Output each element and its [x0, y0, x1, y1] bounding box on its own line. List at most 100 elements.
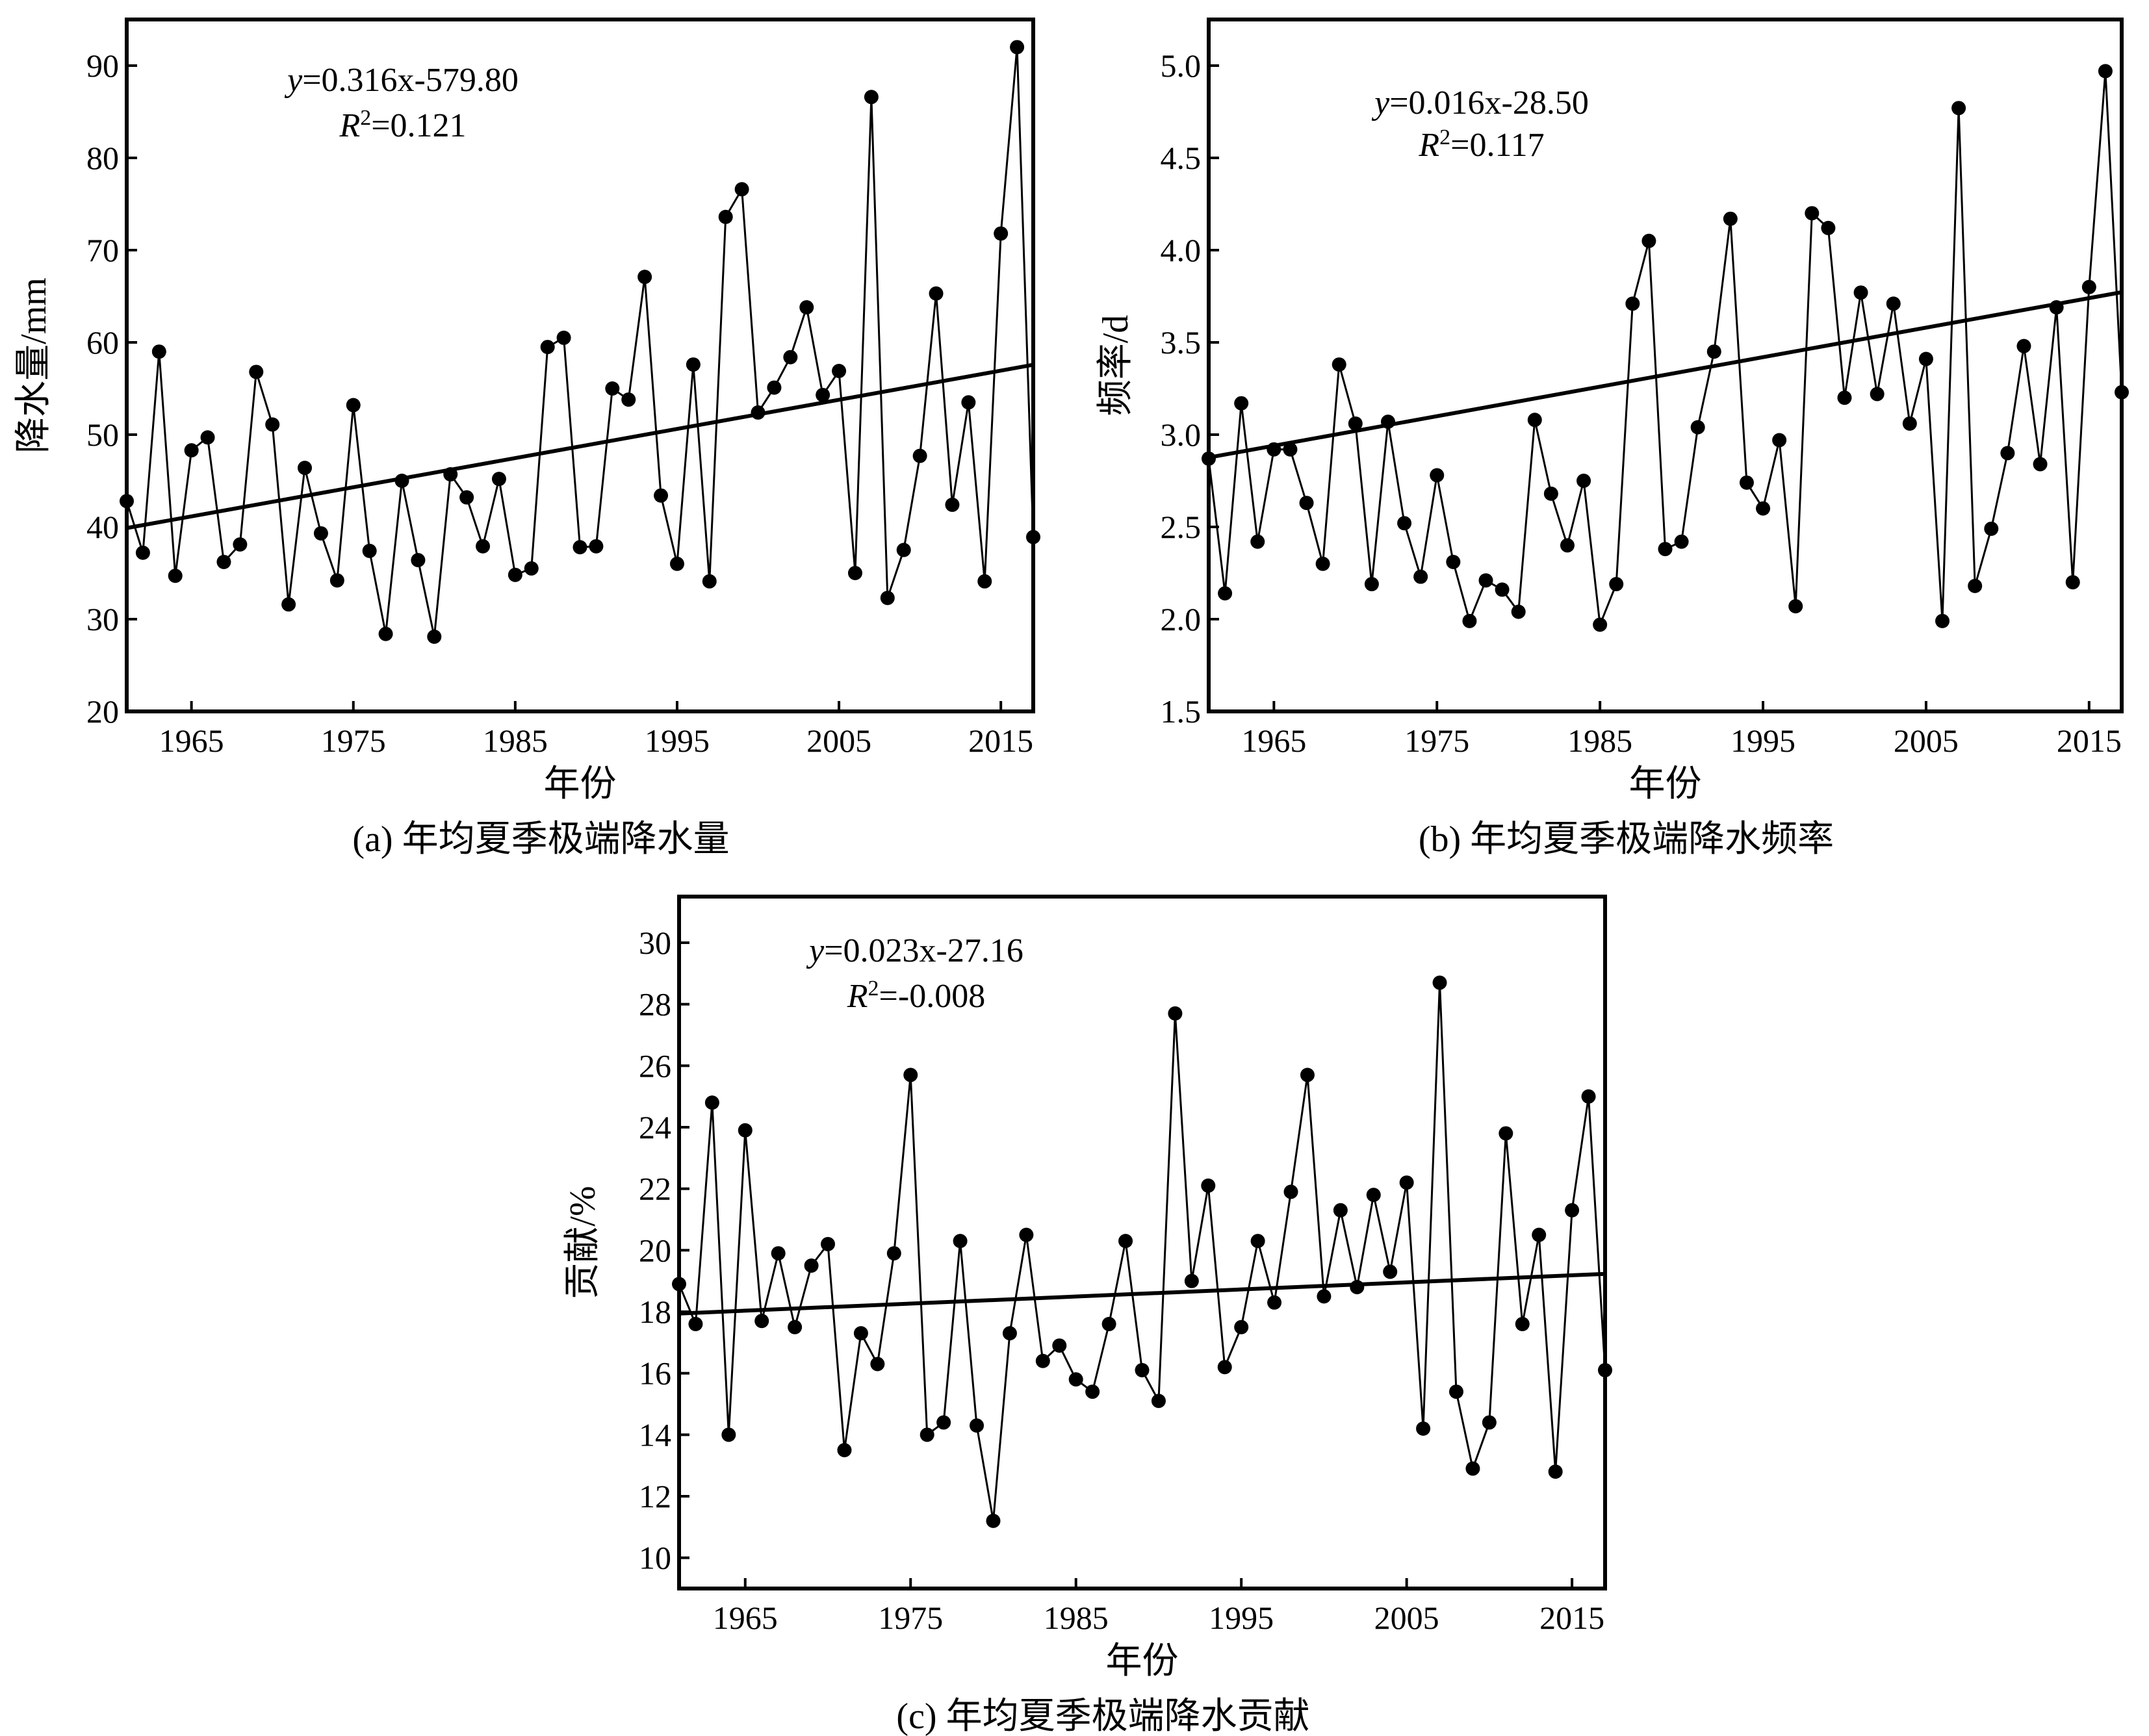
data-point — [1870, 387, 1885, 402]
data-point — [832, 364, 847, 379]
data-point — [1593, 617, 1608, 632]
y-tick-label: 4.0 — [1161, 232, 1202, 268]
data-point — [886, 1246, 901, 1261]
data-point — [1543, 486, 1558, 501]
x-tick-label: 1985 — [1567, 722, 1632, 759]
data-point — [1118, 1234, 1133, 1249]
data-point — [1332, 357, 1346, 372]
data-point — [1935, 613, 1950, 628]
data-point — [233, 537, 248, 552]
data-point — [1234, 396, 1249, 411]
data-point — [1772, 433, 1787, 448]
y-tick-label: 1.5 — [1161, 693, 1202, 730]
x-tick-label: 1965 — [713, 1600, 778, 1636]
y-tick-label: 16 — [639, 1355, 671, 1392]
data-point — [1300, 1067, 1315, 1082]
data-point — [1515, 1316, 1530, 1331]
data-point — [168, 568, 183, 583]
data-point — [1527, 413, 1542, 428]
data-point — [767, 380, 782, 395]
chart-panel-c: 10 12 14 16 18 20 22 24 26 28 30 1965 1975 1985 1995 20… — [546, 871, 1612, 1736]
x-tick-label: 1995 — [1209, 1600, 1274, 1636]
y-tick-label: 3.0 — [1161, 416, 1202, 453]
y-tick-label: 40 — [86, 509, 119, 545]
data-point — [669, 556, 684, 571]
data-point — [1495, 582, 1510, 597]
data-point — [1446, 554, 1461, 569]
y-tick-label: 60 — [86, 324, 119, 361]
data-point — [1151, 1394, 1166, 1409]
trend-equation: y=0.316x-579.80 — [284, 62, 519, 99]
data-point — [1511, 604, 1526, 619]
data-point — [945, 497, 960, 512]
data-point — [1805, 206, 1820, 221]
equation-rest: =0.023x-27.16 — [824, 932, 1023, 969]
data-point — [1532, 1227, 1547, 1242]
data-point — [329, 573, 344, 588]
data-point — [804, 1258, 819, 1273]
data-point — [1333, 1203, 1348, 1218]
r2-value: =-0.008 — [879, 978, 986, 1015]
data-point — [1267, 442, 1281, 457]
data-point — [1350, 1280, 1365, 1295]
data-point — [1462, 613, 1477, 628]
data-point — [1234, 1320, 1249, 1334]
data-point — [1201, 1178, 1216, 1193]
data-point — [589, 539, 604, 554]
data-point — [977, 574, 992, 589]
data-point — [1548, 1464, 1563, 1479]
data-point — [1101, 1316, 1116, 1331]
data-point — [1739, 475, 1754, 490]
x-tick-label: 1995 — [1731, 722, 1795, 759]
y-axis-title: 降水量/mm — [14, 277, 54, 453]
data-point — [1068, 1372, 1083, 1387]
data-point — [970, 1418, 984, 1433]
data-point — [1576, 474, 1591, 488]
data-point — [1690, 420, 1705, 435]
data-point — [1250, 534, 1265, 549]
r2-sup: 2 — [1439, 125, 1450, 149]
data-point — [1026, 530, 1040, 544]
series-line — [678, 982, 1606, 1522]
data-point — [1317, 1289, 1332, 1304]
plot-frame — [677, 895, 1607, 1590]
r2-label: R — [1418, 127, 1439, 164]
r2-label: R — [847, 978, 868, 1015]
data-point — [249, 364, 264, 379]
data-point — [1250, 1234, 1265, 1249]
data-point — [929, 286, 944, 301]
data-point — [362, 543, 377, 558]
data-point — [491, 472, 506, 487]
data-point — [346, 398, 361, 413]
y-tick-label: 2.0 — [1161, 601, 1202, 637]
r-squared: R2=0.121 — [339, 106, 466, 145]
data-point — [1184, 1273, 1199, 1288]
data-point — [1380, 415, 1395, 429]
plot-frame — [1207, 18, 2124, 713]
data-point — [961, 395, 976, 410]
data-point — [2033, 457, 2048, 472]
data-point — [120, 494, 134, 509]
data-point — [1416, 1421, 1431, 1436]
data-point — [1465, 1461, 1480, 1476]
data-point — [637, 270, 652, 285]
r-squared: R2=0.117 — [1418, 125, 1544, 164]
equation-rest: =0.016x-28.50 — [1389, 84, 1589, 121]
data-point — [920, 1427, 934, 1442]
data-point — [734, 182, 749, 197]
data-point — [1581, 1089, 1596, 1104]
data-point — [2000, 446, 2015, 461]
data-point — [1397, 516, 1412, 531]
data-point — [903, 1067, 918, 1082]
data-point — [1035, 1353, 1050, 1368]
data-point — [135, 545, 150, 560]
data-point — [771, 1246, 786, 1261]
data-point — [151, 344, 166, 359]
x-tick-label: 1975 — [878, 1600, 943, 1636]
data-point — [1399, 1175, 1414, 1190]
data-point — [1217, 1360, 1232, 1375]
chart-svg-a: 20 30 40 50 60 70 80 90 1965 1975 1985 1995 2005 2015… — [14, 18, 1040, 860]
data-point — [216, 554, 231, 569]
r2-label: R — [339, 107, 360, 144]
y-tick-label: 12 — [639, 1478, 671, 1514]
